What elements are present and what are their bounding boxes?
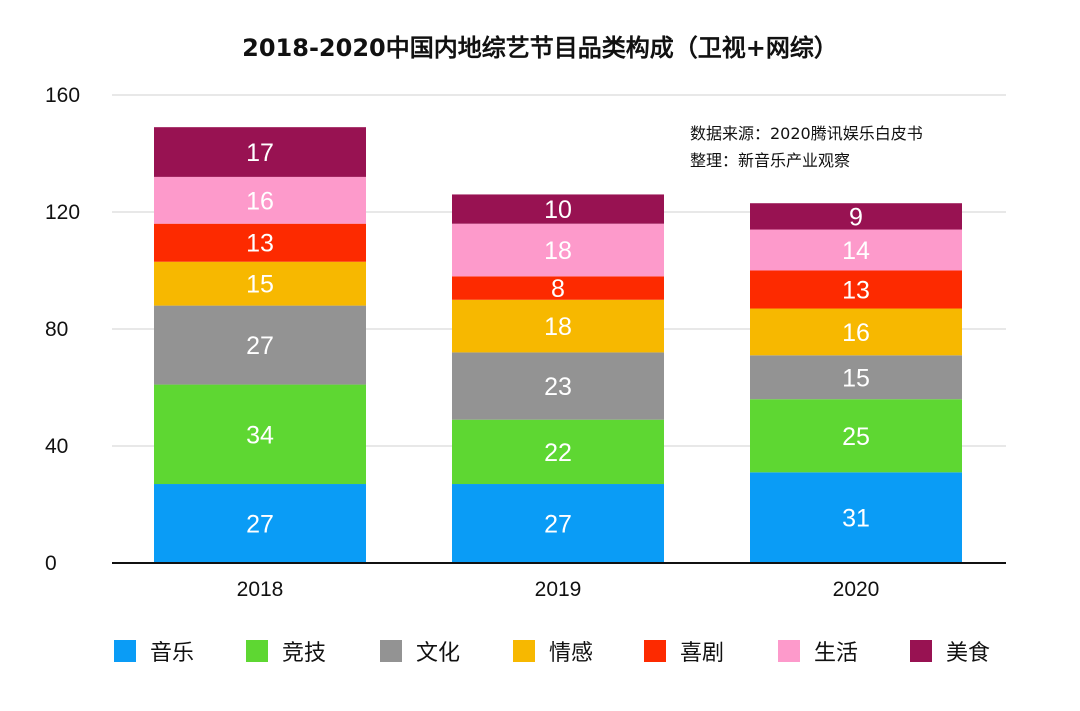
data-label: 27: [544, 511, 572, 539]
legend-item: 情感: [513, 640, 593, 666]
legend-label: 音乐: [150, 641, 194, 666]
data-label: 13: [246, 230, 274, 258]
bar-segment: [452, 352, 664, 420]
x-tick-label: 2018: [237, 578, 284, 601]
data-label: 27: [246, 511, 274, 539]
data-label: 18: [544, 237, 572, 265]
compiler-note: 整理：新音乐产业观察: [690, 151, 850, 170]
y-tick-label: 40: [45, 435, 68, 458]
data-label: 25: [842, 423, 870, 451]
bar-segment: [452, 299, 664, 353]
data-label: 17: [246, 139, 274, 167]
legend-swatch: [910, 640, 932, 662]
bar-segment: [154, 127, 366, 177]
bar-segment: [750, 229, 962, 271]
data-label: 23: [544, 373, 572, 401]
data-label: 14: [842, 237, 870, 265]
source-note: 数据来源：2020腾讯娱乐白皮书: [690, 124, 923, 143]
legend-label: 生活: [814, 641, 858, 666]
data-label: 15: [842, 364, 870, 392]
x-tick-label: 2019: [535, 578, 582, 601]
legend-item: 美食: [910, 640, 990, 666]
data-label: 18: [544, 313, 572, 341]
data-label: 22: [544, 439, 572, 467]
data-label: 27: [246, 332, 274, 360]
data-label: 13: [842, 277, 870, 305]
data-label: 10: [544, 196, 572, 224]
legend-item: 竞技: [246, 640, 326, 666]
bar-segment: [154, 384, 366, 485]
data-label: 34: [246, 421, 274, 449]
data-label: 9: [849, 203, 863, 231]
bar-segment: [452, 223, 664, 277]
bar-segment: [154, 305, 366, 385]
bar-segment: [750, 308, 962, 356]
legend-swatch: [644, 640, 666, 662]
bar-segment: [750, 270, 962, 309]
legend-label: 文化: [416, 641, 460, 666]
bar-segment: [452, 276, 664, 300]
legend-label: 喜剧: [680, 641, 724, 666]
y-axis-ticks: 0 40 80 120 160: [45, 84, 80, 575]
data-label: 16: [842, 319, 870, 347]
legend-item: 文化: [380, 640, 460, 666]
chart-title: 2018-2020中国内地综艺节目品类构成（卫视+网综）: [242, 34, 838, 62]
legend-item: 音乐: [114, 640, 194, 666]
bar-segment: [750, 355, 962, 400]
bar-segment: [154, 261, 366, 306]
y-tick-label: 160: [45, 84, 80, 107]
legend: 音乐 竞技 文化 情感 喜剧 生活 美食: [114, 640, 990, 666]
legend-item: 生活: [778, 640, 858, 666]
y-tick-label: 0: [45, 552, 57, 575]
y-tick-label: 120: [45, 201, 80, 224]
x-axis-labels: 2018 2019 2020: [237, 578, 880, 601]
data-label: 8: [551, 275, 565, 303]
bar-segment: [750, 203, 962, 230]
x-tick-label: 2020: [833, 578, 880, 601]
y-tick-label: 80: [45, 318, 68, 341]
data-label: 15: [246, 271, 274, 299]
bar-segment: [452, 194, 664, 224]
data-label: 16: [246, 187, 274, 215]
legend-swatch: [778, 640, 800, 662]
legend-label: 竞技: [282, 641, 326, 666]
bar-segment: [750, 399, 962, 473]
legend-swatch: [513, 640, 535, 662]
legend-swatch: [246, 640, 268, 662]
legend-swatch: [114, 640, 136, 662]
bar-segment: [452, 419, 664, 485]
bar-segment: [154, 484, 366, 563]
bar-segment: [750, 472, 962, 563]
legend-label: 美食: [946, 641, 990, 666]
bars: 27 34 27 15 13 16 17 27 22 23 18 8 18 10 31 25 15 16 13 14 9: [154, 127, 962, 563]
bar-segment: [154, 176, 366, 224]
legend-item: 喜剧: [644, 640, 724, 666]
data-label: 31: [842, 505, 870, 533]
legend-swatch: [380, 640, 402, 662]
legend-label: 情感: [549, 641, 593, 666]
source-annotations: 数据来源：2020腾讯娱乐白皮书 整理：新音乐产业观察: [690, 124, 923, 170]
bar-segment: [452, 484, 664, 563]
bar-segment: [154, 223, 366, 262]
